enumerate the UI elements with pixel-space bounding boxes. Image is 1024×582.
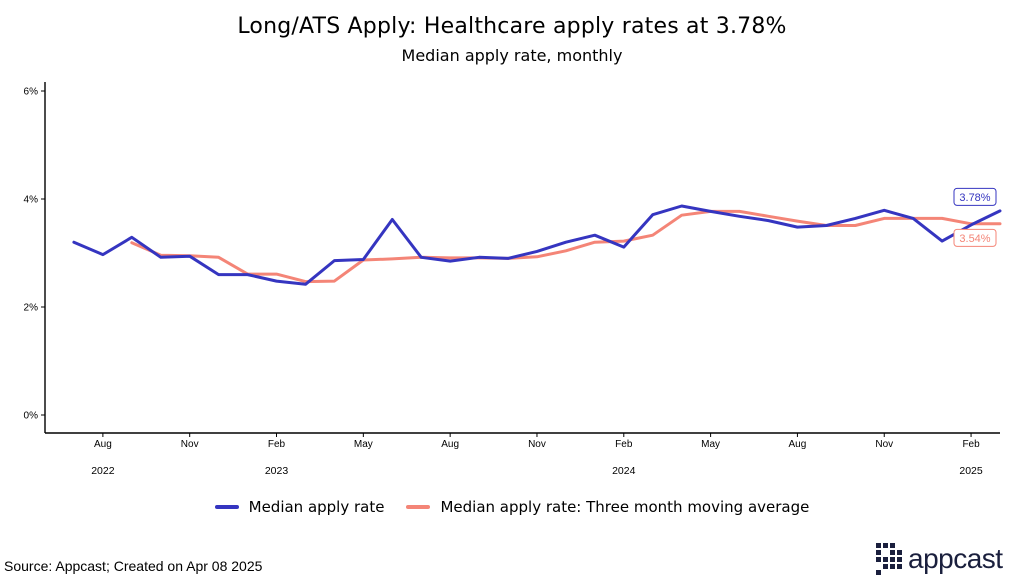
y-tick-label: 4%: [24, 195, 39, 206]
appcast-logo-text: appcast: [908, 543, 1003, 574]
end-label-box-median: [953, 187, 997, 206]
chart-subtitle: Median apply rate, monthly: [401, 46, 623, 65]
series-line-moving-average: [130, 209, 1002, 284]
legend: Median apply rate Median apply rate: Thr…: [0, 498, 1024, 516]
legend-label-median: Median apply rate: [248, 498, 385, 516]
x-year-label: 2025: [959, 465, 983, 477]
x-tick-label: Nov: [528, 439, 546, 450]
end-label-median: 3.78%: [959, 192, 990, 204]
x-year-label: 2024: [612, 465, 636, 477]
x-tick-label: Aug: [441, 439, 459, 450]
x-tick-label: May: [701, 439, 720, 450]
legend-swatch-median: [214, 505, 239, 509]
source-note: Source: Appcast; Created on Apr 08 2025: [4, 558, 263, 574]
line-chart: 0% 2% 4% 6% Aug Nov Feb May Aug Nov Feb May Aug Nov Fe…: [24, 82, 1002, 477]
legend-swatch-moving-average: [406, 505, 431, 509]
x-tick-label: Feb: [962, 439, 980, 450]
x-tick-label: Aug: [94, 439, 112, 450]
x-tick-label: Nov: [875, 439, 893, 450]
y-tick-label: 2%: [24, 303, 39, 314]
appcast-logo: appcast: [876, 543, 1003, 575]
legend-item-median: Median apply rate: [214, 498, 385, 516]
chart-title: Long/ATS Apply: Healthcare apply rates a…: [237, 14, 787, 39]
legend-label-moving-average: Median apply rate: Three month moving av…: [440, 498, 810, 516]
series-line-median-apply-rate: [72, 204, 1002, 286]
y-tick-label: 0%: [24, 411, 39, 422]
x-tick-label: May: [354, 439, 373, 450]
legend-item-moving-average: Median apply rate: Three month moving av…: [406, 498, 809, 516]
x-tick-label: Feb: [268, 439, 286, 450]
y-tick-label: 6%: [24, 87, 39, 98]
appcast-logo-icon: [876, 543, 902, 575]
x-year-label: 2022: [91, 465, 115, 477]
x-year-label: 2023: [265, 465, 289, 477]
x-tick-label: Feb: [615, 439, 633, 450]
end-label-box-moving-average: [953, 228, 997, 247]
x-tick-label: Nov: [181, 439, 199, 450]
end-label-moving-average: 3.54%: [959, 233, 990, 245]
x-tick-label: Aug: [789, 439, 807, 450]
